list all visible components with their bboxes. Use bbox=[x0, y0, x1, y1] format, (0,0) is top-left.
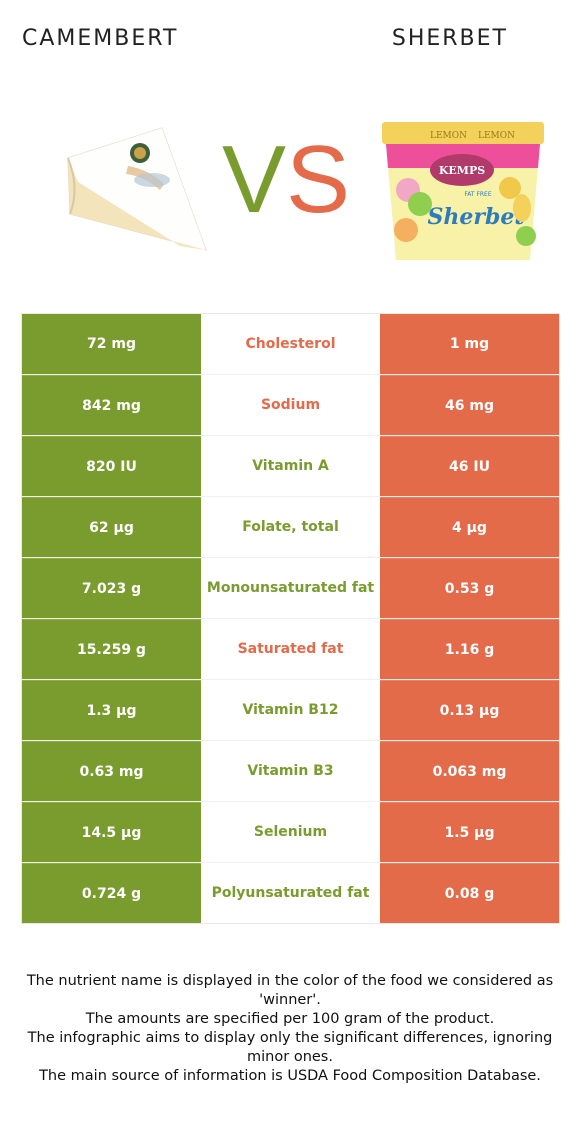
footer-note-4: The main source of information is USDA F… bbox=[39, 1068, 541, 1084]
sherbet-value: 1 mg bbox=[380, 314, 559, 374]
table-row: 62 µg Folate, total 4 µg bbox=[22, 497, 559, 558]
vs-v: V bbox=[222, 126, 287, 233]
camembert-value: 14.5 µg bbox=[22, 802, 201, 862]
nutrient-name: Vitamin B12 bbox=[201, 680, 380, 740]
table-row: 15.259 g Saturated fat 1.16 g bbox=[22, 619, 559, 680]
nutrient-name: Folate, total bbox=[201, 497, 380, 557]
food-name-left: CAMEMBERT bbox=[22, 26, 179, 51]
vs-label: VS bbox=[222, 132, 350, 228]
nutrient-name: Selenium bbox=[201, 802, 380, 862]
vs-s: S bbox=[286, 126, 351, 233]
sherbet-value: 46 mg bbox=[380, 375, 559, 435]
nutrient-name: Cholesterol bbox=[201, 314, 380, 374]
camembert-value: 15.259 g bbox=[22, 619, 201, 679]
nutrient-name: Vitamin A bbox=[201, 436, 380, 496]
camembert-value: 72 mg bbox=[22, 314, 201, 374]
camembert-value: 842 mg bbox=[22, 375, 201, 435]
table-row: 14.5 µg Selenium 1.5 µg bbox=[22, 802, 559, 863]
footer-note-1: The nutrient name is displayed in the co… bbox=[26, 973, 554, 1008]
tub-lemon-text-2: LEMON bbox=[478, 131, 515, 141]
nutrient-name: Saturated fat bbox=[201, 619, 380, 679]
camembert-value: 0.63 mg bbox=[22, 741, 201, 801]
nutrient-name: Sodium bbox=[201, 375, 380, 435]
sherbet-value: 1.5 µg bbox=[380, 802, 559, 862]
table-row: 7.023 g Monounsaturated fat 0.53 g bbox=[22, 558, 559, 619]
sherbet-value: 1.16 g bbox=[380, 619, 559, 679]
table-row: 842 mg Sodium 46 mg bbox=[22, 375, 559, 436]
sherbet-tub-icon: LEMON LEMON KEMPS FAT FREE Sherbet bbox=[382, 122, 544, 260]
table-row: 0.63 mg Vitamin B3 0.063 mg bbox=[22, 741, 559, 802]
camembert-value: 820 IU bbox=[22, 436, 201, 496]
camembert-icon bbox=[67, 127, 207, 251]
nutrient-name: Vitamin B3 bbox=[201, 741, 380, 801]
camembert-value: 0.724 g bbox=[22, 863, 201, 923]
sherbet-value: 0.063 mg bbox=[380, 741, 559, 801]
tub-product-text: Sherbet bbox=[427, 204, 524, 230]
sherbet-value: 0.13 µg bbox=[380, 680, 559, 740]
nutrient-name: Polyunsaturated fat bbox=[201, 863, 380, 923]
tub-brand-text: KEMPS bbox=[439, 164, 485, 177]
footer-note-3: The infographic aims to display only the… bbox=[27, 1030, 553, 1065]
footer-note-2: The amounts are specified per 100 gram o… bbox=[85, 1011, 495, 1027]
sherbet-value: 46 IU bbox=[380, 436, 559, 496]
sherbet-value: 0.53 g bbox=[380, 558, 559, 618]
tub-tag-text: FAT FREE bbox=[464, 191, 492, 198]
table-row: 0.724 g Polyunsaturated fat 0.08 g bbox=[22, 863, 559, 923]
table-row: 72 mg Cholesterol 1 mg bbox=[22, 314, 559, 375]
table-row: 1.3 µg Vitamin B12 0.13 µg bbox=[22, 680, 559, 741]
table-row: 820 IU Vitamin A 46 IU bbox=[22, 436, 559, 497]
camembert-value: 62 µg bbox=[22, 497, 201, 557]
sherbet-value: 0.08 g bbox=[380, 863, 559, 923]
camembert-value: 1.3 µg bbox=[22, 680, 201, 740]
tub-lemon-text: LEMON bbox=[430, 131, 467, 141]
footer-notes: The nutrient name is displayed in the co… bbox=[14, 972, 566, 1086]
nutrient-comparison-table: 72 mg Cholesterol 1 mg 842 mg Sodium 46 mg 820… bbox=[21, 313, 560, 924]
camembert-value: 7.023 g bbox=[22, 558, 201, 618]
sherbet-value: 4 µg bbox=[380, 497, 559, 557]
nutrient-name: Monounsaturated fat bbox=[201, 558, 380, 618]
food-name-right: SHERBET bbox=[391, 26, 508, 51]
